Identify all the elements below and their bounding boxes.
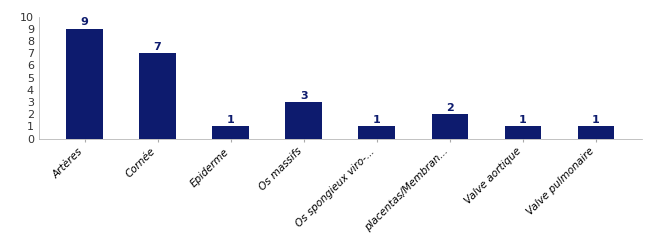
Bar xyxy=(66,29,103,139)
Text: 1: 1 xyxy=(373,115,380,125)
Text: 2: 2 xyxy=(446,103,454,113)
Text: 1: 1 xyxy=(227,115,235,125)
Text: 1: 1 xyxy=(592,115,600,125)
Text: 7: 7 xyxy=(154,42,161,52)
Bar xyxy=(358,126,395,139)
Bar xyxy=(139,53,176,139)
Text: 9: 9 xyxy=(80,17,89,27)
Bar xyxy=(213,126,249,139)
Bar xyxy=(285,102,322,139)
Bar xyxy=(505,126,541,139)
Bar xyxy=(577,126,614,139)
Bar xyxy=(432,114,468,139)
Text: 3: 3 xyxy=(300,91,308,101)
Text: 1: 1 xyxy=(519,115,527,125)
